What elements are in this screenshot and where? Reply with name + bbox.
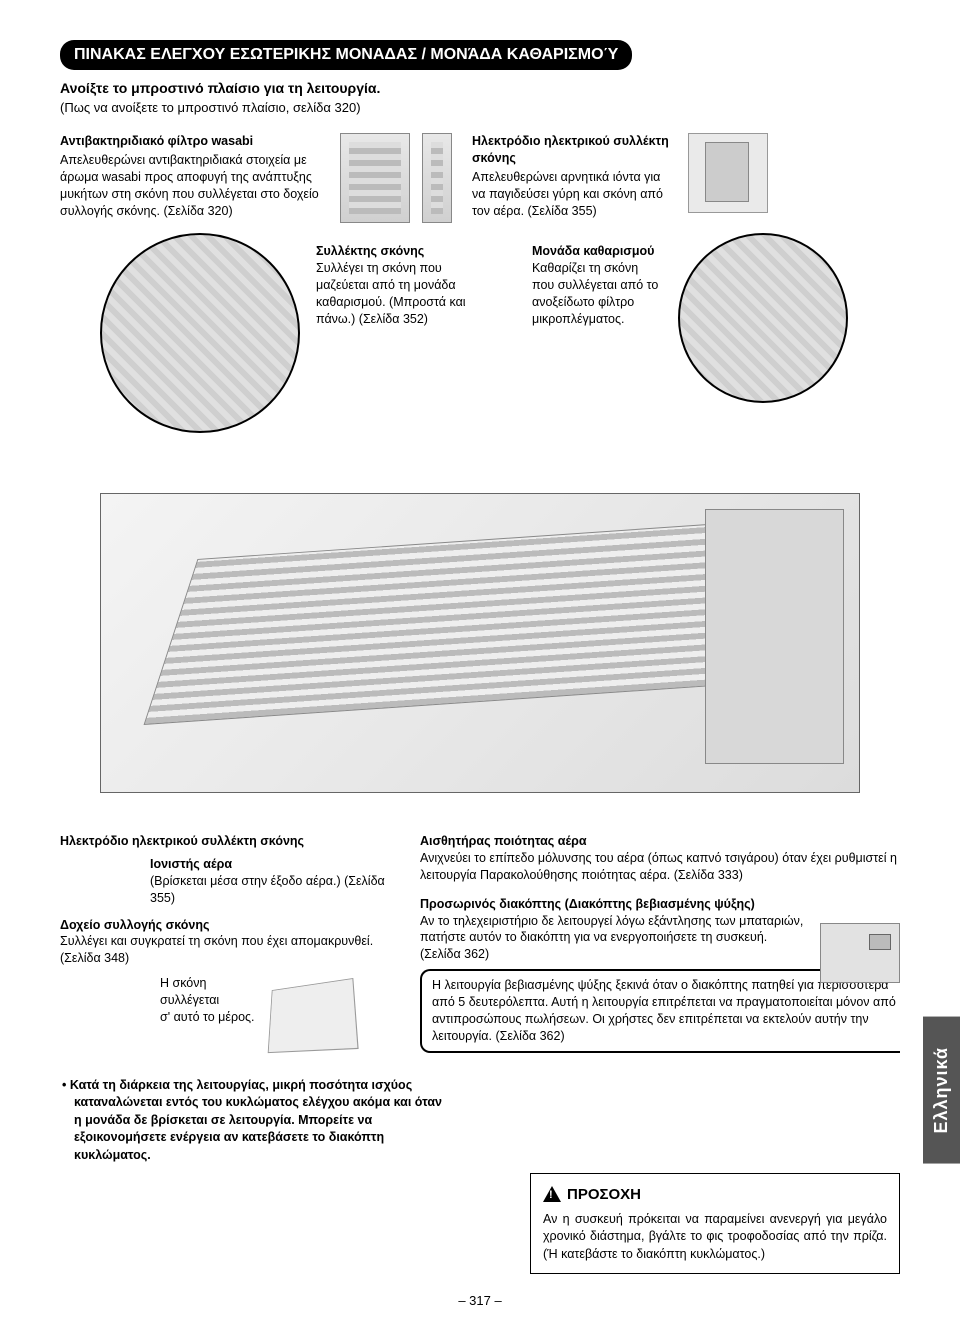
callout-row-1: Αντιβακτηριδιακό φίλτρο wasabi Απελευθερ… xyxy=(60,133,900,223)
dustpart-line2: συλλέγεται xyxy=(160,992,255,1009)
section-title: ΠΙΝΑΚΑΣ ΕΛΕΓΧΟΥ ΕΣΩΤΕΡΙΚΗΣ ΜΟΝΑΔΑΣ / ΜΟΝ… xyxy=(60,40,632,70)
saving-energy-note: • Κατά τη διάρκεια της λειτουργίας, μικρ… xyxy=(60,1077,450,1165)
wasabi-filter-image xyxy=(340,133,410,223)
cleaning-unit-head: Μονάδα καθαρισμού xyxy=(532,243,662,260)
section-subtitle: Ανοίξτε το μπροστινό πλαίσιο για τη λειτ… xyxy=(60,80,900,96)
section-note: (Πως να ανοίξετε το μπροστινό πλαίσιο, σ… xyxy=(60,100,900,115)
indoor-unit-diagram xyxy=(100,493,860,793)
ionizer-head: Ιονιστής αέρα xyxy=(150,857,232,871)
electrode-lower-head: Ηλεκτρόδιο ηλεκτρικού συλλέκτη σκόνης xyxy=(60,833,400,850)
dust-collector-image xyxy=(100,233,300,433)
caution-body: Αν η συσκευή πρόκειται να παραμείνει ανε… xyxy=(543,1211,887,1264)
dust-collector-head: Συλλέκτης σκόνης xyxy=(316,243,486,260)
caution-box: ΠΡΟΣΟΧΗ Αν η συσκευή πρόκειται να παραμε… xyxy=(530,1173,900,1275)
dustpart-line3: σ' αυτό το μέρος. xyxy=(160,1009,255,1026)
wasabi-head: Αντιβακτηριδιακό φίλτρο wasabi xyxy=(60,133,320,150)
ionizer-body: (Βρίσκεται μέσα στην έξοδο αέρα.) (Σελίδ… xyxy=(150,874,385,905)
temp-switch-head: Προσωρινός διακόπτης (Διακόπτης βεβιασμέ… xyxy=(420,897,755,911)
caution-head: ΠΡΟΣΟΧΗ xyxy=(543,1184,887,1205)
temp-switch-body: Αν το τηλεχειριστήριο δε λειτουργεί λόγω… xyxy=(420,914,803,962)
language-tab: Ελληνικά xyxy=(923,1017,960,1164)
electrode-head: Ηλεκτρόδιο ηλεκτρικού συλλέκτη σκόνης xyxy=(472,133,672,167)
air-sensor-body: Ανιχνεύει το επίπεδο μόλυνσης του αέρα (… xyxy=(420,851,897,882)
electrode-image xyxy=(688,133,768,213)
dust-collector-body: Συλλέγει τη σκόνη που μαζεύεται από τη μ… xyxy=(316,260,486,328)
cleaning-unit-image xyxy=(678,233,848,403)
lower-callouts: Ηλεκτρόδιο ηλεκτρικού συλλέκτη σκόνης Ιο… xyxy=(60,833,900,1053)
page-number: – 317 – xyxy=(458,1293,501,1308)
wasabi-body: Απελευθερώνει αντιβακτηριδιακά στοιχεία … xyxy=(60,152,320,220)
electrode-body: Απελευθερώνει αρνητικά ιόντα για να παγι… xyxy=(472,169,672,220)
cleaning-unit-body: Καθαρίζει τη σκόνη που συλλέγεται από το… xyxy=(532,260,662,328)
dustbox-head: Δοχείο συλλογής σκόνης xyxy=(60,918,209,932)
warning-icon xyxy=(543,1186,561,1202)
wasabi-filter-image-side xyxy=(422,133,452,223)
dust-box-image xyxy=(267,978,358,1053)
dustbox-body: Συλλέγει και συγκρατεί τη σκόνη που έχει… xyxy=(60,934,373,965)
caution-head-text: ΠΡΟΣΟΧΗ xyxy=(567,1184,641,1205)
switch-image xyxy=(820,923,900,983)
callout-row-2: Συλλέκτης σκόνης Συλλέγει τη σκόνη που μ… xyxy=(60,233,900,433)
air-sensor-head: Αισθητήρας ποιότητας αέρα xyxy=(420,834,587,848)
dustpart-line1: Η σκόνη xyxy=(160,975,255,992)
manual-page: ΠΙΝΑΚΑΣ ΕΛΕΓΧΟΥ ΕΣΩΤΕΡΙΚΗΣ ΜΟΝΑΔΑΣ / ΜΟΝ… xyxy=(0,0,960,1324)
